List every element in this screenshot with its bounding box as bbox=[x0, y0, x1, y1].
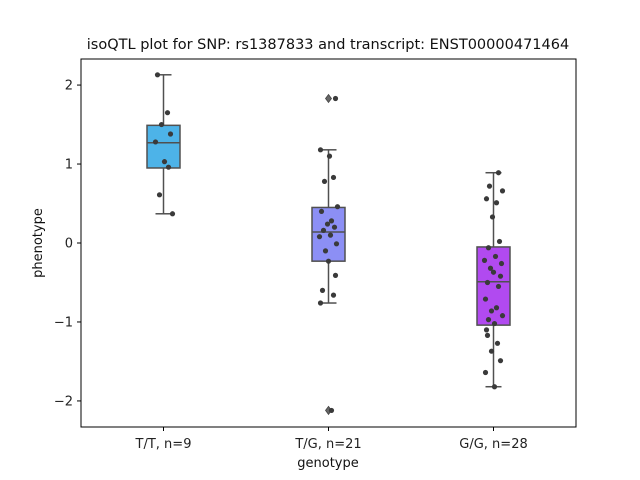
data-point bbox=[324, 221, 331, 227]
data-point bbox=[483, 327, 490, 333]
data-point bbox=[152, 139, 159, 145]
data-point bbox=[488, 348, 495, 354]
y-tick-label: 0 bbox=[65, 237, 73, 252]
data-point bbox=[320, 227, 327, 233]
data-point bbox=[333, 241, 340, 247]
data-point bbox=[167, 131, 174, 137]
data-point bbox=[331, 224, 338, 230]
data-point bbox=[161, 159, 168, 165]
data-point bbox=[484, 332, 491, 338]
data-point bbox=[482, 296, 489, 302]
data-point bbox=[497, 273, 504, 279]
data-point bbox=[482, 369, 489, 376]
y-tick-label: −2 bbox=[54, 394, 73, 409]
data-point bbox=[486, 183, 493, 189]
data-point bbox=[165, 164, 172, 170]
data-point bbox=[497, 358, 504, 364]
data-point bbox=[487, 265, 494, 271]
outlier-marker bbox=[325, 93, 332, 104]
data-point bbox=[330, 292, 337, 298]
data-point bbox=[496, 238, 503, 245]
x-tick-label: T/G, n=21 bbox=[294, 437, 361, 452]
data-point bbox=[499, 313, 506, 319]
data-point bbox=[169, 211, 176, 217]
data-point bbox=[316, 234, 323, 240]
data-point bbox=[334, 204, 341, 210]
box bbox=[476, 246, 511, 326]
data-point bbox=[156, 192, 163, 198]
data-point bbox=[330, 174, 337, 181]
data-point bbox=[485, 245, 492, 251]
data-point bbox=[488, 308, 495, 314]
data-point bbox=[322, 248, 329, 254]
data-point bbox=[332, 95, 339, 102]
data-point bbox=[158, 121, 165, 128]
data-point bbox=[498, 260, 505, 267]
data-point bbox=[327, 232, 334, 238]
data-point bbox=[326, 153, 333, 159]
data-point bbox=[481, 257, 488, 263]
data-point bbox=[493, 200, 500, 206]
data-point bbox=[328, 218, 335, 224]
data-point bbox=[491, 320, 498, 327]
data-point bbox=[493, 305, 500, 311]
data-point bbox=[325, 258, 332, 264]
x-tick-label: G/G, n=28 bbox=[459, 437, 527, 452]
data-point bbox=[332, 272, 339, 278]
data-point bbox=[164, 110, 171, 116]
data-point bbox=[317, 147, 324, 153]
data-point bbox=[490, 269, 497, 275]
plot-area: −2 −1 0 1 2 T/T, n=9 T/G, n=21 G/G, n=28 bbox=[54, 58, 577, 452]
data-point bbox=[494, 340, 501, 346]
chart-title: isoQTL plot for SNP: rs1387833 and trans… bbox=[87, 37, 569, 53]
data-point bbox=[484, 279, 491, 286]
data-point bbox=[317, 300, 324, 306]
data-point bbox=[491, 384, 498, 390]
data-point bbox=[328, 407, 335, 414]
box bbox=[146, 124, 181, 169]
data-point bbox=[492, 253, 499, 260]
x-tick-label: T/T, n=9 bbox=[135, 437, 192, 452]
data-point bbox=[495, 283, 502, 290]
data-point bbox=[495, 170, 502, 176]
y-tick-label: 2 bbox=[65, 79, 73, 94]
data-point bbox=[154, 72, 161, 78]
x-axis-label: genotype bbox=[297, 456, 358, 471]
data-point bbox=[483, 196, 490, 202]
y-tick-label: 1 bbox=[65, 158, 73, 173]
data-point bbox=[485, 317, 492, 323]
data-point bbox=[499, 188, 506, 194]
data-point bbox=[319, 287, 326, 293]
data-point bbox=[489, 214, 496, 220]
y-axis-label: phenotype bbox=[31, 208, 46, 278]
data-point bbox=[321, 178, 328, 185]
data-point bbox=[318, 208, 325, 215]
y-tick-label: −1 bbox=[54, 315, 73, 330]
